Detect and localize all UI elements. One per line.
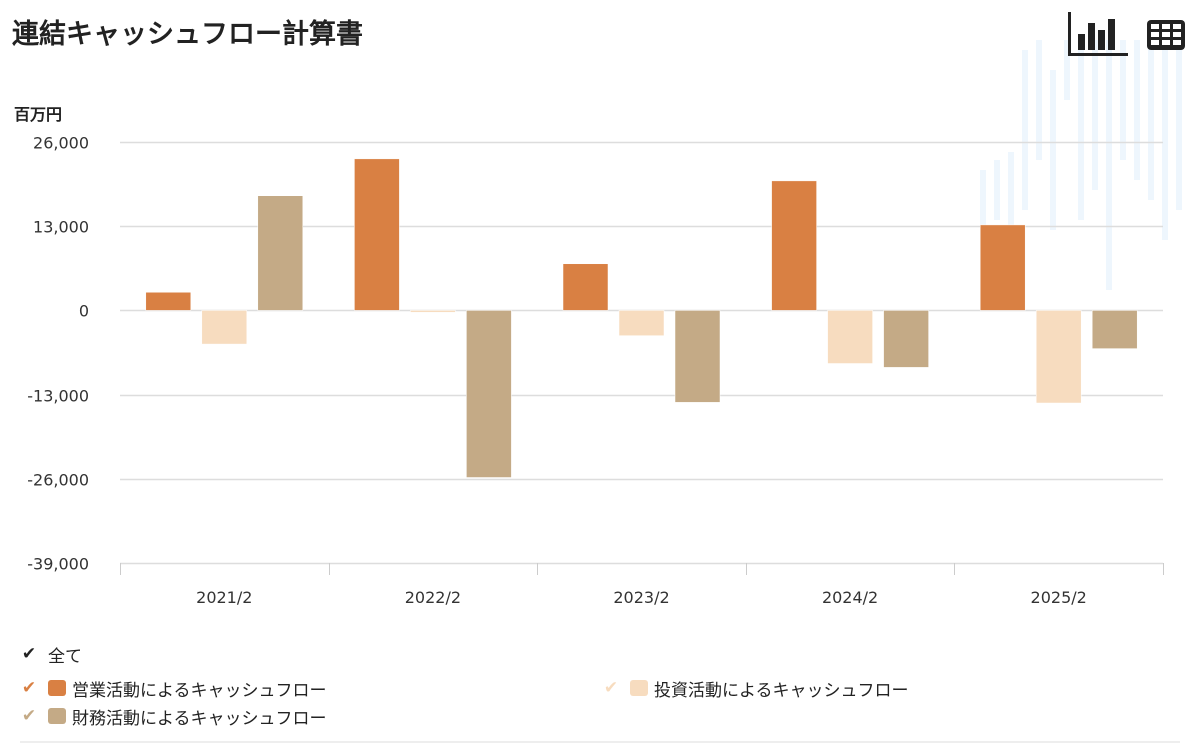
divider <box>20 741 1180 743</box>
table-icon[interactable] <box>1146 16 1186 62</box>
y-tick-label: -39,000 <box>27 555 89 574</box>
legend-swatch-financing <box>48 708 66 724</box>
check-icon: ✔ <box>21 706 37 726</box>
x-tick-label: 2021/2 <box>196 588 252 607</box>
x-tick-label: 2024/2 <box>822 588 878 607</box>
bar-financing[interactable] <box>257 195 304 311</box>
legend-item-investing[interactable]: ✔ 投資活動によるキャッシュフロー <box>602 674 1162 702</box>
bar-operating[interactable] <box>354 158 400 311</box>
check-icon: ✔ <box>21 644 37 664</box>
page-title: 連結キャッシュフロー計算書 <box>12 19 363 50</box>
y-tick-label: 13,000 <box>33 218 89 237</box>
bar-investing[interactable] <box>827 310 873 364</box>
legend-all-label: 全て <box>48 646 82 667</box>
y-tick-label: 0 <box>79 302 89 321</box>
x-tick-label: 2022/2 <box>405 588 461 607</box>
bar-operating[interactable] <box>562 263 609 311</box>
legend-item-operating[interactable]: ✔ 営業活動によるキャッシュフロー <box>20 674 602 702</box>
bar-investing[interactable] <box>618 310 665 336</box>
check-icon: ✔ <box>21 678 37 698</box>
bar-investing[interactable] <box>1035 310 1082 404</box>
legend-swatch-investing <box>630 680 648 696</box>
bar-operating[interactable] <box>771 180 817 311</box>
legend-item-financing[interactable]: ✔ 財務活動によるキャッシュフロー <box>20 702 602 730</box>
x-tick-label: 2025/2 <box>1031 588 1087 607</box>
bar-investing[interactable] <box>201 310 248 345</box>
bar-financing[interactable] <box>883 310 929 368</box>
legend-toggle-all[interactable]: ✔ 全て <box>20 640 1190 668</box>
legend-label-investing: 投資活動によるキャッシュフロー <box>654 680 909 701</box>
y-tick-label: -13,000 <box>27 387 89 406</box>
bar-financing[interactable] <box>674 310 721 403</box>
bar-operating[interactable] <box>979 224 1026 311</box>
bar-financing[interactable] <box>466 310 512 478</box>
view-toggle <box>1066 10 1186 62</box>
check-icon: ✔ <box>603 678 619 698</box>
x-tick-label: 2023/2 <box>613 588 669 607</box>
y-tick-label: 26,000 <box>33 134 89 153</box>
y-axis-unit-label: 百万円 <box>14 105 63 124</box>
cashflow-bar-chart: 26,000 13,000 0 -13,000 -26,000 -39,000 2021/… <box>27 134 1164 607</box>
y-tick-label: -26,000 <box>27 471 89 490</box>
legend: ✔ 全て ✔ 営業活動によるキャッシュフロー ✔ 投資活動によるキャッシュフロー… <box>20 640 1190 730</box>
bar-financing[interactable] <box>1091 310 1138 349</box>
bar-investing[interactable] <box>410 310 456 313</box>
legend-label-financing: 財務活動によるキャッシュフロー <box>72 708 327 729</box>
legend-label-operating: 営業活動によるキャッシュフロー <box>72 680 327 701</box>
bar-operating[interactable] <box>145 292 192 311</box>
bar-chart-icon[interactable] <box>1066 10 1130 62</box>
legend-swatch-operating <box>48 680 66 696</box>
